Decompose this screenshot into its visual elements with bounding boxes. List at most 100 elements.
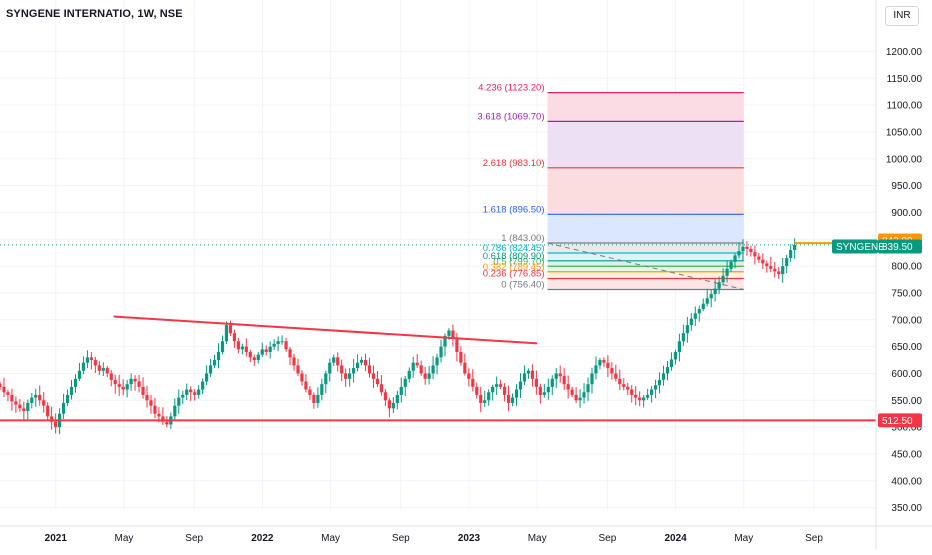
candle-body (137, 381, 141, 387)
fib-level-label: 3.618 (1069.70) (477, 111, 544, 122)
candle-body (0, 383, 2, 387)
candle-body (292, 357, 296, 366)
candle-body (300, 373, 304, 382)
candle-body (534, 378, 538, 387)
candle-body (649, 389, 654, 395)
candle-body (391, 402, 395, 409)
candle-body (757, 256, 761, 260)
candle-body (399, 386, 403, 395)
candle-body (65, 394, 70, 403)
fib-level-label: 2.618 (983.10) (483, 158, 545, 169)
candle-body (542, 392, 546, 395)
candle-body (109, 373, 113, 380)
fib-zone (547, 214, 744, 244)
y-tick-label: 550.00 (891, 396, 922, 407)
candle-body (173, 405, 177, 417)
candle-body (455, 338, 459, 352)
candle-body (502, 386, 507, 395)
y-tick-label: 1150.00 (887, 74, 923, 85)
candle-body (673, 351, 678, 360)
candle-body (626, 386, 630, 390)
candle-body (602, 360, 606, 363)
candle-body (129, 378, 133, 385)
candle-body (121, 386, 125, 390)
candle-body (316, 394, 320, 403)
candle-body (713, 288, 717, 295)
candle-body (276, 341, 280, 344)
fib-zone (547, 252, 744, 261)
candle-body (232, 333, 237, 342)
candle-body (141, 386, 145, 395)
candle-body (177, 397, 181, 406)
y-tick-label: 650.00 (891, 342, 922, 353)
candle-body (590, 373, 594, 385)
candle-body (363, 360, 368, 366)
y-tick-label: 350.00 (891, 503, 922, 514)
candle-body (653, 385, 658, 390)
candle-body (745, 246, 749, 249)
candle-body (252, 357, 256, 361)
candle-body (355, 362, 360, 369)
candle-body (50, 416, 54, 422)
candle-body (737, 251, 741, 256)
candle-body (208, 365, 213, 374)
candle-body (769, 266, 773, 269)
x-tick-label: May (115, 533, 134, 544)
candle-body (379, 384, 384, 393)
fib-trend-dash (547, 242, 744, 290)
candle-body (530, 370, 535, 379)
candle-body (69, 386, 74, 395)
candle-body (550, 378, 554, 387)
candle-body (272, 343, 276, 347)
candle-body (42, 400, 46, 406)
y-tick-label: 450.00 (891, 449, 922, 460)
candle-body (475, 386, 479, 395)
candle-body (614, 373, 618, 379)
currency-button[interactable]: INR (885, 6, 919, 26)
candle-body (618, 378, 622, 385)
candle-body (709, 294, 713, 299)
candle-body (646, 394, 650, 398)
candle-body (721, 275, 725, 283)
candle-body (451, 330, 455, 339)
candle-body (284, 341, 288, 350)
candle-body (133, 378, 137, 382)
candle-body (487, 392, 491, 401)
candle-body (443, 335, 447, 347)
candle-body (153, 405, 157, 414)
candle-body (161, 416, 165, 422)
candle-body (574, 394, 578, 401)
candle-body (205, 373, 209, 382)
candle-body (383, 392, 387, 401)
fib-zone (547, 266, 744, 272)
candle-body (165, 421, 169, 425)
candle-body (189, 389, 193, 393)
y-tick-label: 500.00 (891, 423, 922, 434)
candle-body (634, 394, 638, 398)
fib-zone (547, 271, 744, 279)
x-tick-label: 2023 (458, 533, 481, 544)
fib-zone (547, 260, 744, 267)
candle-body (2, 386, 6, 393)
candle-body (403, 378, 407, 387)
candle-body (681, 333, 685, 342)
candle-body (73, 378, 78, 387)
candle-body (125, 384, 129, 390)
candle-body (479, 394, 483, 403)
candle-body (463, 362, 467, 374)
candle-body (145, 394, 149, 401)
candle-body (81, 362, 86, 371)
candle-body (499, 384, 503, 387)
candle-body (212, 360, 217, 366)
candle-body (77, 370, 82, 379)
candle-body (773, 268, 777, 272)
candle-body (761, 259, 765, 264)
candle-body (201, 381, 205, 390)
x-tick-label: May (321, 533, 340, 544)
x-tick-label: Sep (185, 533, 203, 544)
support-price-tag-bg (878, 413, 922, 428)
candle-body (765, 263, 769, 267)
candle-body (375, 378, 380, 385)
